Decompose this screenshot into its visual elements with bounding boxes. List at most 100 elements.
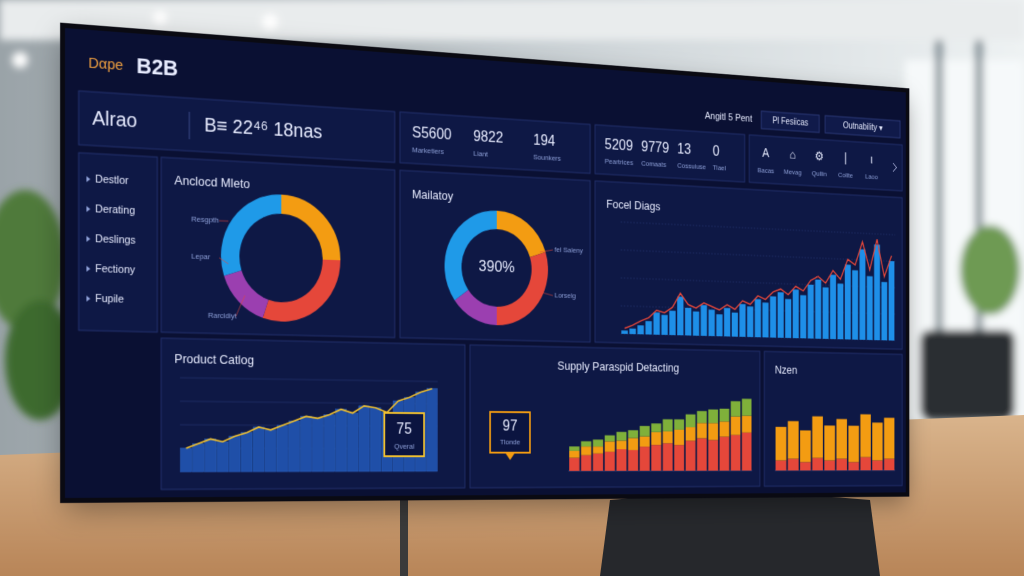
sidebar-item[interactable]: Deslings — [95, 233, 136, 247]
bar — [653, 312, 660, 335]
shortcut-label[interactable]: Laoo — [865, 173, 878, 182]
bar-segment — [569, 450, 580, 458]
shortcut-label[interactable]: Qullin — [812, 169, 827, 178]
shortcut-label[interactable]: Bacas — [757, 166, 774, 175]
stat-value: 13 — [677, 142, 691, 158]
bar-segment — [824, 425, 835, 461]
shortcut-label[interactable]: Colite — [838, 171, 853, 180]
bar-segment — [860, 457, 871, 471]
button-label[interactable]: Pl Fesiicas — [772, 116, 808, 128]
bar-segment — [696, 422, 707, 439]
bar-segment — [569, 446, 580, 451]
donut-label: fel Saleny — [555, 245, 583, 254]
bar — [301, 416, 312, 471]
shortcut-icon[interactable]: A — [762, 145, 770, 160]
bar-segment — [604, 441, 615, 452]
bar — [716, 314, 723, 337]
bar — [739, 303, 746, 337]
bar — [347, 413, 358, 471]
bar-segment — [662, 419, 673, 432]
bar — [217, 442, 228, 472]
sidebar-item[interactable]: Fectiony — [95, 263, 135, 276]
bar — [724, 307, 731, 337]
shortcut-icon[interactable]: ⚙ — [815, 148, 824, 163]
bar — [265, 430, 276, 472]
stat-label: Cossuiuse — [677, 161, 706, 171]
bar-segment — [812, 457, 823, 471]
bar-segment — [639, 446, 650, 471]
stats-b-panel — [595, 125, 745, 182]
stat-value: 5209 — [605, 137, 633, 154]
bar-segment — [884, 417, 895, 459]
shortcut-icon[interactable]: | — [844, 150, 847, 164]
bar-segment — [674, 445, 685, 471]
bar — [852, 270, 859, 340]
stat-value: 9779 — [641, 140, 669, 157]
stat-value: S5600 — [412, 125, 452, 143]
bar-segment — [719, 436, 730, 471]
supply-panel — [470, 345, 760, 488]
shortcut-icon[interactable]: ⌂ — [790, 147, 796, 161]
bar — [193, 444, 204, 472]
bar — [427, 389, 437, 472]
shortcut-icon[interactable]: ι — [870, 152, 872, 166]
bar-segment — [719, 421, 730, 437]
bar — [859, 249, 866, 340]
sidebar-item[interactable]: Derating — [95, 203, 135, 217]
focal-panel — [595, 181, 902, 349]
bar-segment — [848, 462, 859, 471]
bar — [844, 264, 851, 340]
bar-segment — [708, 423, 719, 441]
dropdown-label[interactable]: Outnability ▾ — [843, 121, 883, 133]
bar — [253, 427, 264, 472]
shortcuts-panel — [749, 135, 902, 191]
monitor: Dαpe B2B Angitl 5 Pent Pl Fesiicas Outna… — [65, 28, 906, 498]
bar-segment — [685, 427, 696, 441]
bar-segment — [569, 457, 580, 471]
bar-segment — [628, 450, 639, 471]
bar — [800, 295, 807, 339]
sidebar-item[interactable]: Fupile — [95, 293, 124, 306]
stat-label: Liant — [473, 149, 488, 158]
sidebar-item[interactable]: Destlor — [95, 173, 129, 187]
user: Angitl 5 Pent — [705, 111, 752, 125]
bar — [792, 289, 799, 339]
bar — [754, 299, 761, 338]
bar-segment — [730, 401, 741, 417]
bar-segment — [662, 443, 673, 471]
bar — [822, 287, 829, 339]
bar — [762, 302, 769, 338]
shortcut-label[interactable]: Mevag — [784, 168, 802, 177]
callout-label: Qveral — [394, 442, 415, 451]
bar-segment — [604, 451, 615, 471]
bar — [881, 281, 888, 341]
callout — [384, 413, 424, 456]
bar — [669, 310, 676, 336]
bar — [700, 304, 707, 336]
stat-value: 9822 — [473, 129, 503, 147]
bar-segment — [592, 439, 604, 447]
bar-segment — [581, 441, 592, 447]
bar-segment — [800, 430, 811, 463]
bar-segment — [872, 422, 883, 461]
bar — [241, 433, 252, 472]
bar-segment — [836, 418, 847, 459]
stat-label: Tlael — [713, 163, 726, 172]
bar — [629, 328, 636, 335]
bar — [312, 418, 323, 471]
bar — [830, 274, 836, 340]
bar-segment — [592, 453, 604, 471]
bar-segment — [685, 440, 696, 471]
bar-segment — [775, 460, 787, 471]
bar — [815, 279, 822, 339]
bar-segment — [719, 408, 730, 422]
bar — [205, 439, 216, 472]
panel-title: Anclocd Mleto — [174, 173, 250, 192]
stat-value: 0 — [713, 144, 720, 160]
donut-label: Resgpth — [191, 215, 219, 225]
panel-title: Mailatoy — [412, 187, 454, 203]
stat-label: Peartrices — [605, 157, 634, 167]
bar — [359, 406, 370, 472]
donut-label: Rarcidiyt — [208, 311, 237, 321]
summary-panel — [79, 91, 395, 163]
